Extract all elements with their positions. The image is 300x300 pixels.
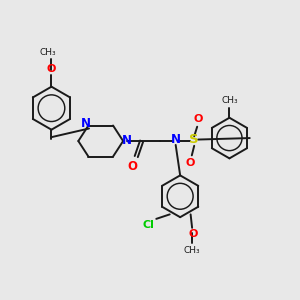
Text: N: N (171, 133, 181, 146)
Text: CH₃: CH₃ (40, 47, 56, 56)
Text: N: N (81, 117, 91, 130)
Text: O: O (194, 114, 203, 124)
Text: O: O (186, 158, 195, 168)
Text: N: N (122, 134, 132, 147)
Text: O: O (47, 64, 56, 74)
Text: Cl: Cl (142, 220, 154, 230)
Text: S: S (189, 133, 199, 146)
Text: O: O (127, 160, 137, 173)
Text: CH₃: CH₃ (221, 96, 238, 105)
Text: CH₃: CH₃ (184, 246, 200, 255)
Text: O: O (188, 229, 197, 239)
